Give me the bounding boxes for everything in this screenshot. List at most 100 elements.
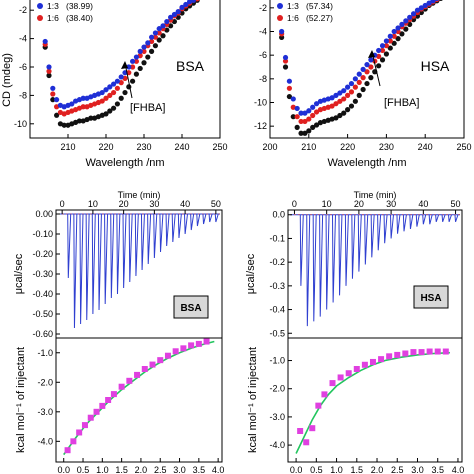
cd-hsa-point <box>356 92 362 98</box>
itc-bsa-int-data-point <box>99 402 106 409</box>
x-tick-label: 4.0 <box>212 465 225 474</box>
x-tick-label: 0.5 <box>77 465 90 474</box>
itc-hsa-raw-injection-peak <box>428 214 433 225</box>
itc-hsa-raw-injection-peak <box>357 214 362 272</box>
cd-hsa-point <box>379 47 386 54</box>
x-tick-label: 0.0 <box>290 465 303 474</box>
cd-bsa-point <box>160 23 166 29</box>
cd-bsa-point <box>156 37 162 43</box>
cd-hsa-point <box>337 112 343 119</box>
cd-hsa-point <box>391 33 397 39</box>
itc-hsa-int-data-point <box>321 391 328 398</box>
y-tick-label: -0.5 <box>269 328 285 338</box>
x-tick-label: 200 <box>262 142 277 152</box>
itc-hsa-raw-injection-peak <box>332 214 337 303</box>
y-tick-label: -2.0 <box>269 384 285 394</box>
cd-bsa-point <box>133 58 139 64</box>
itc-hsa-raw-injection-peak <box>325 214 330 310</box>
itc-hsa-raw-ylabel: μcal/sec <box>245 253 257 294</box>
itc-bsa-raw-injection-peak <box>134 213 139 277</box>
cd-bsa-point <box>126 64 132 70</box>
itc-hsa-raw-injection-peak <box>370 214 375 258</box>
y-tick-label: -8 <box>19 90 27 100</box>
x-tick-label: 0 <box>292 199 297 209</box>
cd-hsa-point <box>352 76 358 82</box>
itc-bsa-raw-injection-peak <box>91 213 96 315</box>
itc-hsa-int-data-point <box>361 361 368 368</box>
cd-hsa-annotation: [FHBA] <box>384 97 419 109</box>
itc-hsa-raw-injection-peak <box>415 214 420 227</box>
cd-hsa-point <box>376 63 382 69</box>
cd-bsa-point <box>194 0 200 2</box>
cd-hsa-point <box>294 105 300 112</box>
cd-hsa-point <box>418 5 424 11</box>
cd-bsa-point <box>111 81 117 87</box>
x-tick-label: 230 <box>379 142 394 152</box>
cd-bsa-point <box>107 84 113 90</box>
itc-bsa-raw-injection-peak <box>128 213 133 283</box>
itc-hsa-raw-injection-peak <box>377 214 382 251</box>
y-tick-label: -12 <box>254 121 267 131</box>
x-tick-label: 1.0 <box>96 465 109 474</box>
legend-marker <box>277 15 283 21</box>
legend-marker <box>277 3 283 9</box>
cd-hsa-point <box>329 95 335 101</box>
cd-hsa-point <box>383 43 389 49</box>
cd-hsa-point <box>348 80 355 87</box>
x-tick-label: 0.5 <box>310 465 323 474</box>
y-tick-label: -0.40 <box>32 289 53 299</box>
itc-bsa-int-data-point <box>105 397 112 403</box>
cd-bsa-point <box>42 38 48 45</box>
cd-hsa-point <box>356 71 362 77</box>
itc-bsa-raw-injection-peak <box>165 213 170 247</box>
x-tick-label: 250 <box>212 142 227 152</box>
cd-hsa-point <box>368 75 374 81</box>
cd-hsa-point <box>341 88 347 94</box>
itc-hsa-int-data-point <box>337 374 344 381</box>
itc-bsa-raw-injection-peak <box>140 213 145 271</box>
cd-hsa-point <box>313 109 320 115</box>
cd-bsa-point <box>168 14 174 20</box>
itc-hsa-raw-badge-label: HSA <box>420 293 441 304</box>
cd-bsa-point <box>130 78 136 84</box>
cd-bsa-point <box>99 89 105 96</box>
itc-bsa-raw-injection-peak <box>97 213 102 311</box>
itc-bsa-int-fit-line <box>63 340 215 456</box>
x-tick-label: 3.0 <box>173 465 186 474</box>
x-tick-label: 3.5 <box>431 465 444 474</box>
itc-bsa-int-data-point <box>70 438 77 445</box>
cd-bsa-point <box>175 9 181 15</box>
itc-bsa-int-data-point <box>93 408 100 415</box>
cd-hsa-point <box>360 86 366 93</box>
cd-bsa-point <box>69 101 75 107</box>
cd-hsa-point <box>387 38 393 44</box>
cd-bsa-point <box>46 68 52 74</box>
itc-bsa-raw-injection-peak <box>171 213 176 243</box>
itc-bsa-int-data-point <box>172 348 179 355</box>
cd-bsa-point <box>164 18 170 25</box>
itc-hsa-raw-injection-peak <box>351 214 356 279</box>
itc-bsa-raw-injection-peak <box>79 213 84 325</box>
itc-hsa-raw-injection-peak <box>396 214 401 234</box>
itc-hsa-int-data-point <box>394 351 401 358</box>
cd-hsa-point <box>383 38 389 44</box>
itc-hsa-int-fit-line <box>295 351 450 454</box>
legend-value: (57.34) <box>306 1 333 11</box>
cd-bsa-annotation: [FHBA] <box>130 102 165 114</box>
itc-bsa-int-data-point <box>64 447 71 454</box>
itc-hsa-int-data-point <box>345 370 352 377</box>
cd-bsa-point <box>114 101 120 107</box>
x-tick-label: 30 <box>149 199 159 209</box>
cd-hsa-point <box>434 0 439 1</box>
y-tick-label: 0.00 <box>35 209 53 219</box>
itc-bsa-raw-injection-peak <box>184 213 189 235</box>
x-tick-label: 2.5 <box>391 465 404 474</box>
itc-hsa-raw-injection-peak <box>390 214 395 239</box>
y-tick-label: -0.4 <box>269 305 285 315</box>
legend-ratio: 1:3 <box>287 1 299 11</box>
itc-bsa-raw-injection-peak <box>122 213 127 289</box>
itc-hsa-int-data-point <box>309 425 316 432</box>
y-tick-label: -4 <box>259 27 267 37</box>
cd-bsa-point <box>50 97 56 103</box>
